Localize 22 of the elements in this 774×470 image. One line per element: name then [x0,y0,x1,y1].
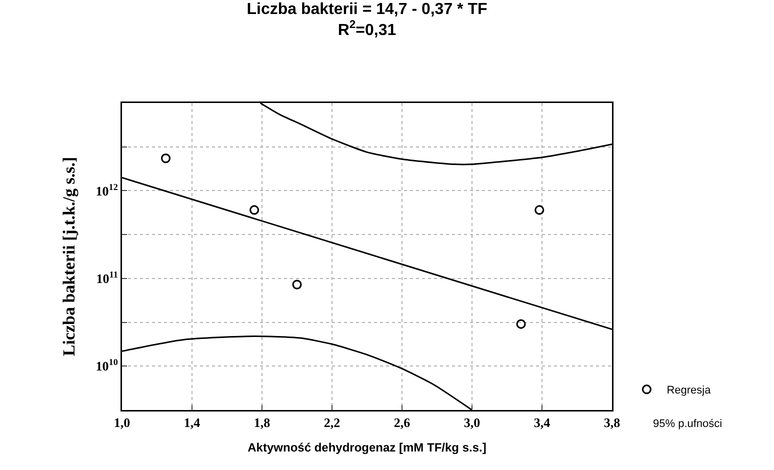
y-tick-label: 10$^{10}$ [96,357,118,374]
x-tick-label: 2,6 [394,415,411,430]
point [250,205,260,215]
x-tick-label: 3,8 [604,415,621,430]
x-tick-label: 3,0 [464,415,480,430]
y-axis-title: Liczba bakterii [j.t.k./g s.s.] [60,156,79,356]
x-axis-title: Aktywność dehydrogenaz [mM TF/kg s.s.] [248,440,486,455]
x-tick-label: 3,4 [534,415,551,430]
legend-label: Regresja [666,384,712,397]
point [160,154,171,164]
chart-title: Liczba bakterii = 14,7 - 0,37 * TF [246,1,488,18]
x-tick-label: 1,4 [184,415,201,430]
x-tick-label: 1,0 [114,415,130,430]
point [534,205,544,215]
x-tick-label: 1,8 [254,415,271,430]
point [516,319,526,329]
x-tick-label: 2,2 [324,415,340,430]
point [292,280,302,290]
y-tick-label: 10$^{12}$ [96,182,118,198]
chart-subtitle: R$^{2}$=0,31 [338,19,396,39]
y-tick-label: 10$^{11}$ [96,270,118,286]
text: 95% p.ufności [653,418,722,430]
